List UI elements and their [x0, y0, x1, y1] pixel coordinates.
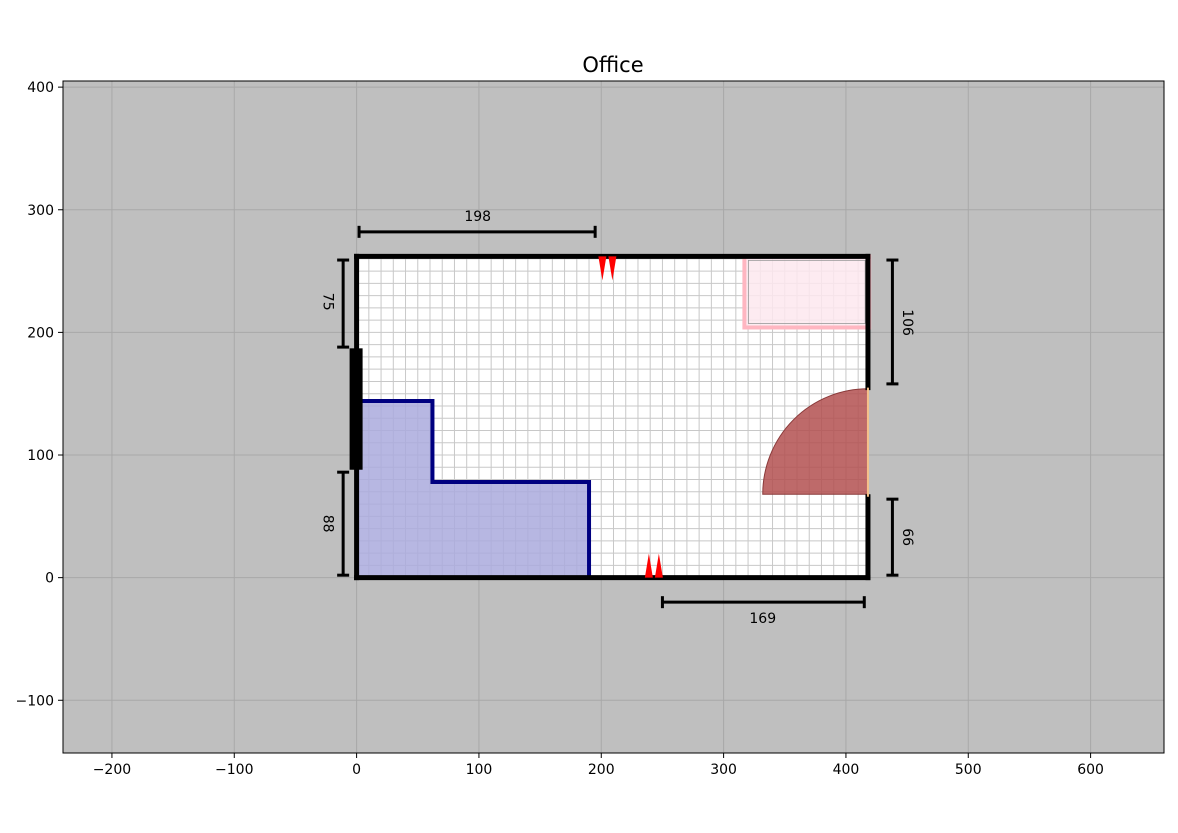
door-swing: [762, 388, 869, 495]
plot-title: Office: [582, 53, 643, 77]
x-tick-label: 300: [710, 762, 737, 778]
marker-down: [608, 256, 617, 281]
x-tick-label: 600: [1077, 762, 1104, 778]
dimension-label: 88: [319, 515, 335, 533]
dimension-label: 75: [319, 293, 335, 311]
y-tick-label: 100: [27, 448, 54, 464]
x-tick-label: 400: [833, 762, 860, 778]
cabinet: [742, 254, 872, 330]
y-tick-label: 200: [27, 325, 54, 341]
x-tick-label: −100: [215, 762, 253, 778]
marker-down: [598, 256, 607, 281]
y-tick-label: −100: [16, 693, 54, 709]
x-tick-label: 0: [352, 762, 361, 778]
plot-area: 198 169 75 88 106 66 −200 −100 0 100 200 300 400 500 6…: [16, 80, 1165, 778]
dimension-label: 198: [464, 209, 491, 225]
dimension-label: 106: [899, 309, 915, 336]
marker-up: [654, 553, 663, 578]
x-tick-label: 100: [466, 762, 493, 778]
dimension-label: 169: [749, 611, 776, 627]
dimension-label: 66: [899, 528, 915, 546]
window-block: [349, 348, 363, 470]
x-tick-label: 200: [588, 762, 615, 778]
y-tick-label: 0: [45, 571, 54, 587]
x-tick-label: 500: [955, 762, 982, 778]
y-tick-label: 300: [27, 203, 54, 219]
x-tick-label: −200: [93, 762, 131, 778]
cabinet-inner-outline: [747, 259, 866, 324]
marker-up: [644, 553, 653, 578]
plot-frame: [62, 80, 1165, 754]
y-tick-label: 400: [27, 80, 54, 96]
